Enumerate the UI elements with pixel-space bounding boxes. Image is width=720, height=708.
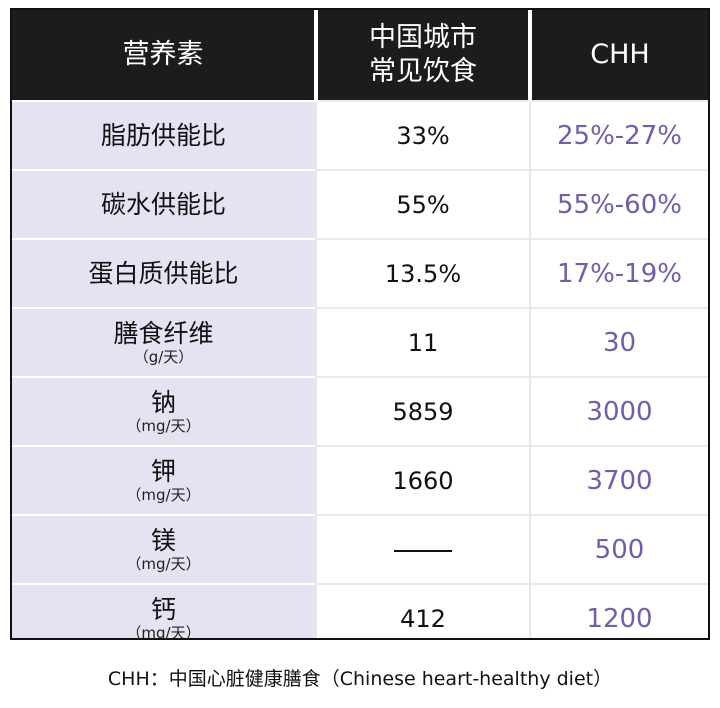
- chh-value: 3700: [529, 445, 708, 515]
- current-value: 11: [315, 307, 530, 377]
- nutrient-name-cell: 钙 （mg/天）: [12, 583, 316, 640]
- table-row: 钙 （mg/天） 412 1200: [12, 583, 708, 640]
- nutrient-unit: （mg/天）: [126, 623, 201, 640]
- current-value: 55%: [315, 169, 530, 239]
- current-value: 33%: [315, 100, 530, 170]
- nutrient-name: 钾: [150, 456, 176, 486]
- current-value: 13.5%: [315, 238, 530, 308]
- nutrient-name-cell: 碳水供能比: [12, 169, 316, 239]
- nutrient-name-cell: 蛋白质供能比: [12, 238, 316, 308]
- table-row: 膳食纤维 （g/天） 11 30: [12, 307, 708, 377]
- nutrient-name: 镁: [150, 525, 176, 555]
- nutrient-name-cell: 钾 （mg/天）: [12, 445, 316, 515]
- nutrient-name: 钙: [150, 594, 176, 624]
- table-row: 脂肪供能比 33% 25%-27%: [12, 100, 708, 170]
- nutrient-unit: （mg/天）: [126, 416, 201, 435]
- nutrient-unit: （g/天）: [133, 347, 194, 366]
- table-row: 镁 （mg/天） 500: [12, 514, 708, 584]
- chh-value: 30: [529, 307, 708, 377]
- table-row: 钾 （mg/天） 1660 3700: [12, 445, 708, 515]
- nutrient-unit: （mg/天）: [126, 485, 201, 504]
- chh-value: 500: [529, 514, 708, 584]
- nutrient-name-cell: 钠 （mg/天）: [12, 376, 316, 446]
- chh-value: 55%-60%: [529, 169, 708, 239]
- header-current-line2: 常见饮食: [369, 56, 477, 87]
- header-chh: CHH: [528, 10, 708, 101]
- table-header-row: 营养素 中国城市 常见饮食 CHH: [12, 10, 708, 101]
- nutrient-name: 碳水供能比: [100, 189, 226, 219]
- current-value: 5859: [315, 376, 530, 446]
- table-row: 钠 （mg/天） 5859 3000: [12, 376, 708, 446]
- nutrient-name-cell: 脂肪供能比: [12, 100, 316, 170]
- nutrition-comparison-table: 营养素 中国城市 常见饮食 CHH 脂肪供能比 33% 25%-27% 碳水供能…: [10, 8, 710, 640]
- nutrient-name: 膳食纤维: [113, 318, 214, 348]
- nutrient-name-cell: 镁 （mg/天）: [12, 514, 316, 584]
- table: 营养素 中国城市 常见饮食 CHH 脂肪供能比 33% 25%-27% 碳水供能…: [12, 10, 708, 640]
- table-row: 碳水供能比 55% 55%-60%: [12, 169, 708, 239]
- current-value-missing: [315, 514, 530, 584]
- nutrient-name: 脂肪供能比: [100, 120, 226, 150]
- chh-value: 3000: [529, 376, 708, 446]
- header-current-diet: 中国城市 常见饮食: [314, 10, 530, 101]
- current-value: 1660: [315, 445, 530, 515]
- nutrient-name-cell: 膳食纤维 （g/天）: [12, 307, 316, 377]
- chh-value: 17%-19%: [529, 238, 708, 308]
- nutrient-name: 蛋白质供能比: [88, 258, 239, 288]
- table-caption: CHH：中国心脏健康膳食（Chinese heart-healthy diet）: [107, 668, 613, 690]
- table-row: 蛋白质供能比 13.5% 17%-19%: [12, 238, 708, 308]
- current-value: 412: [315, 583, 530, 638]
- chh-value: 1200: [529, 583, 708, 638]
- nutrient-unit: （mg/天）: [126, 554, 201, 573]
- chh-value: 25%-27%: [529, 100, 708, 170]
- header-nutrient: 营养素: [12, 10, 316, 101]
- nutrient-name: 钠: [150, 387, 176, 417]
- header-current-line1: 中国城市: [369, 22, 477, 53]
- no-data-dash: [394, 549, 452, 552]
